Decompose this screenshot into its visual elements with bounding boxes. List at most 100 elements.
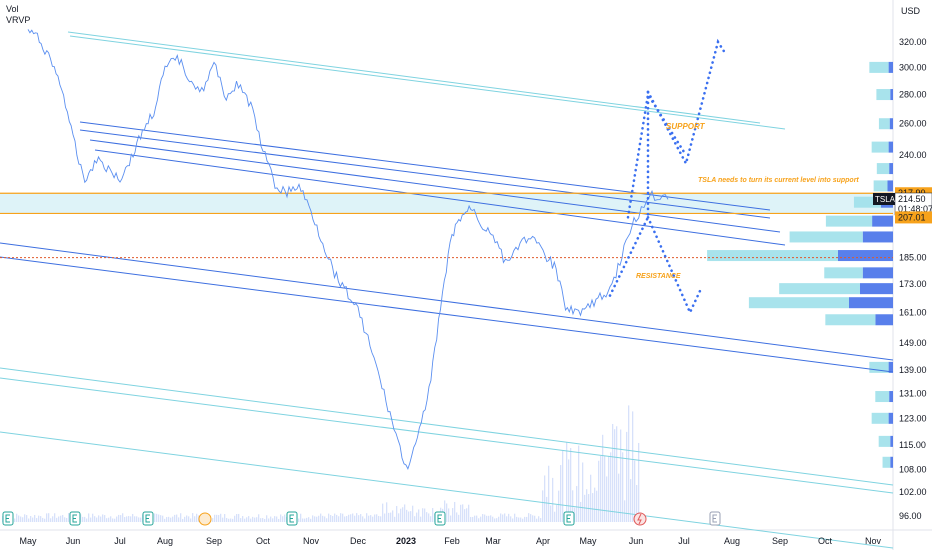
volume-bar xyxy=(44,518,46,522)
indicator-vol-label[interactable]: Vol xyxy=(6,4,19,14)
vrvp-bar-up xyxy=(871,412,889,424)
volume-bar xyxy=(264,518,266,522)
volume-bar xyxy=(338,516,340,522)
time-tick-label: May xyxy=(579,536,597,546)
volume-bar xyxy=(598,460,600,522)
volume-bar xyxy=(184,516,186,522)
volume-bar xyxy=(520,517,522,522)
volume-bar xyxy=(92,513,94,522)
volume-bar xyxy=(162,515,164,522)
trend-channels xyxy=(0,31,894,549)
volume-bar xyxy=(140,517,142,522)
volume-bars xyxy=(2,405,640,522)
price-tick-label: 300.00 xyxy=(899,62,927,72)
volume-bar xyxy=(380,516,382,522)
vrvp-bar-down xyxy=(860,283,893,295)
volume-bar xyxy=(344,516,346,522)
volume-bar xyxy=(394,516,396,522)
price-tick-label: 161.00 xyxy=(899,307,927,317)
volume-bar xyxy=(90,517,92,522)
volume-bar xyxy=(250,518,252,522)
volume-bar xyxy=(528,513,530,522)
volume-bar xyxy=(190,518,192,522)
vrvp-bar-up xyxy=(869,61,889,73)
volume-bar xyxy=(114,518,116,522)
volume-bar xyxy=(268,518,270,522)
volume-bar xyxy=(80,514,82,522)
vrvp-bar-down xyxy=(890,89,893,101)
volume-bar xyxy=(166,517,168,522)
indicator-legend: Vol VRVP xyxy=(6,4,30,26)
vrvp-bar-up xyxy=(707,250,838,262)
volume-bar xyxy=(356,513,358,522)
vrvp-bar-down xyxy=(862,231,893,243)
volume-bar xyxy=(592,493,594,522)
volume-bar xyxy=(228,518,230,522)
volume-bar xyxy=(462,504,464,522)
volume-bar xyxy=(570,448,572,522)
volume-bar xyxy=(252,516,254,522)
volume-bar xyxy=(124,517,126,522)
volume-bar xyxy=(596,490,598,522)
volume-bar xyxy=(540,518,542,522)
volume-bar xyxy=(372,516,374,522)
price-tick-label: 260.00 xyxy=(899,119,927,129)
volume-bar xyxy=(26,515,28,522)
volume-bar xyxy=(448,508,450,522)
symbol-box xyxy=(873,193,895,205)
vrvp-bar-up xyxy=(871,141,889,153)
volume-bar xyxy=(56,517,58,522)
volume-bar xyxy=(604,455,606,522)
channel-line-teal xyxy=(0,377,894,494)
volume-bar xyxy=(48,513,50,522)
volume-bar xyxy=(582,462,584,522)
volume-bar xyxy=(54,513,56,522)
volume-bar xyxy=(542,490,544,522)
volume-bar xyxy=(626,431,628,522)
volume-bar xyxy=(310,518,312,522)
vrvp-bar-down xyxy=(838,250,893,262)
price-line xyxy=(27,29,669,470)
volume-bar xyxy=(86,518,88,522)
price-tick-label: 115.00 xyxy=(899,440,926,450)
earnings-glyph xyxy=(289,514,294,523)
volume-bar xyxy=(84,516,86,522)
volume-bar xyxy=(346,516,348,522)
annotations: SUPPORT RESISTANCE TSLA needs to turn its … xyxy=(636,122,859,280)
time-tick-label: Jun xyxy=(629,536,644,546)
volume-bar xyxy=(362,516,364,522)
volume-bar xyxy=(82,516,84,522)
lower-level-label: 207.01 xyxy=(898,212,926,222)
volume-bar xyxy=(300,513,302,522)
vrvp-bar-up xyxy=(876,89,891,101)
volume-bar xyxy=(364,518,366,522)
volume-bar xyxy=(128,516,130,522)
volume-bar xyxy=(630,479,632,522)
volume-bar xyxy=(358,515,360,522)
currency-label: USD xyxy=(901,6,921,16)
volume-bar xyxy=(332,516,334,522)
price-tick-label: 320.00 xyxy=(899,37,927,47)
price-tick-label: 280.00 xyxy=(899,90,927,100)
volume-bar xyxy=(98,515,100,522)
volume-bar xyxy=(614,429,616,522)
volume-bar xyxy=(104,515,106,522)
volume-bar xyxy=(574,507,576,522)
volume-bar xyxy=(116,516,118,522)
event-markers xyxy=(2,511,721,526)
price-tick-label: 131.00 xyxy=(899,389,927,399)
time-tick-label: Jul xyxy=(114,536,126,546)
volume-bar xyxy=(254,517,256,522)
earnings-glyph xyxy=(72,514,77,523)
volume-bar xyxy=(218,515,220,522)
volume-bar xyxy=(226,517,228,522)
indicator-vrvp-label[interactable]: VRVP xyxy=(6,15,31,25)
volume-bar xyxy=(216,514,218,522)
volume-bar xyxy=(100,516,102,522)
volume-bar xyxy=(460,504,462,522)
volume-bar xyxy=(402,507,404,522)
volume-bar xyxy=(284,514,286,522)
volume-bar xyxy=(280,514,282,522)
volume-bar xyxy=(260,518,262,522)
